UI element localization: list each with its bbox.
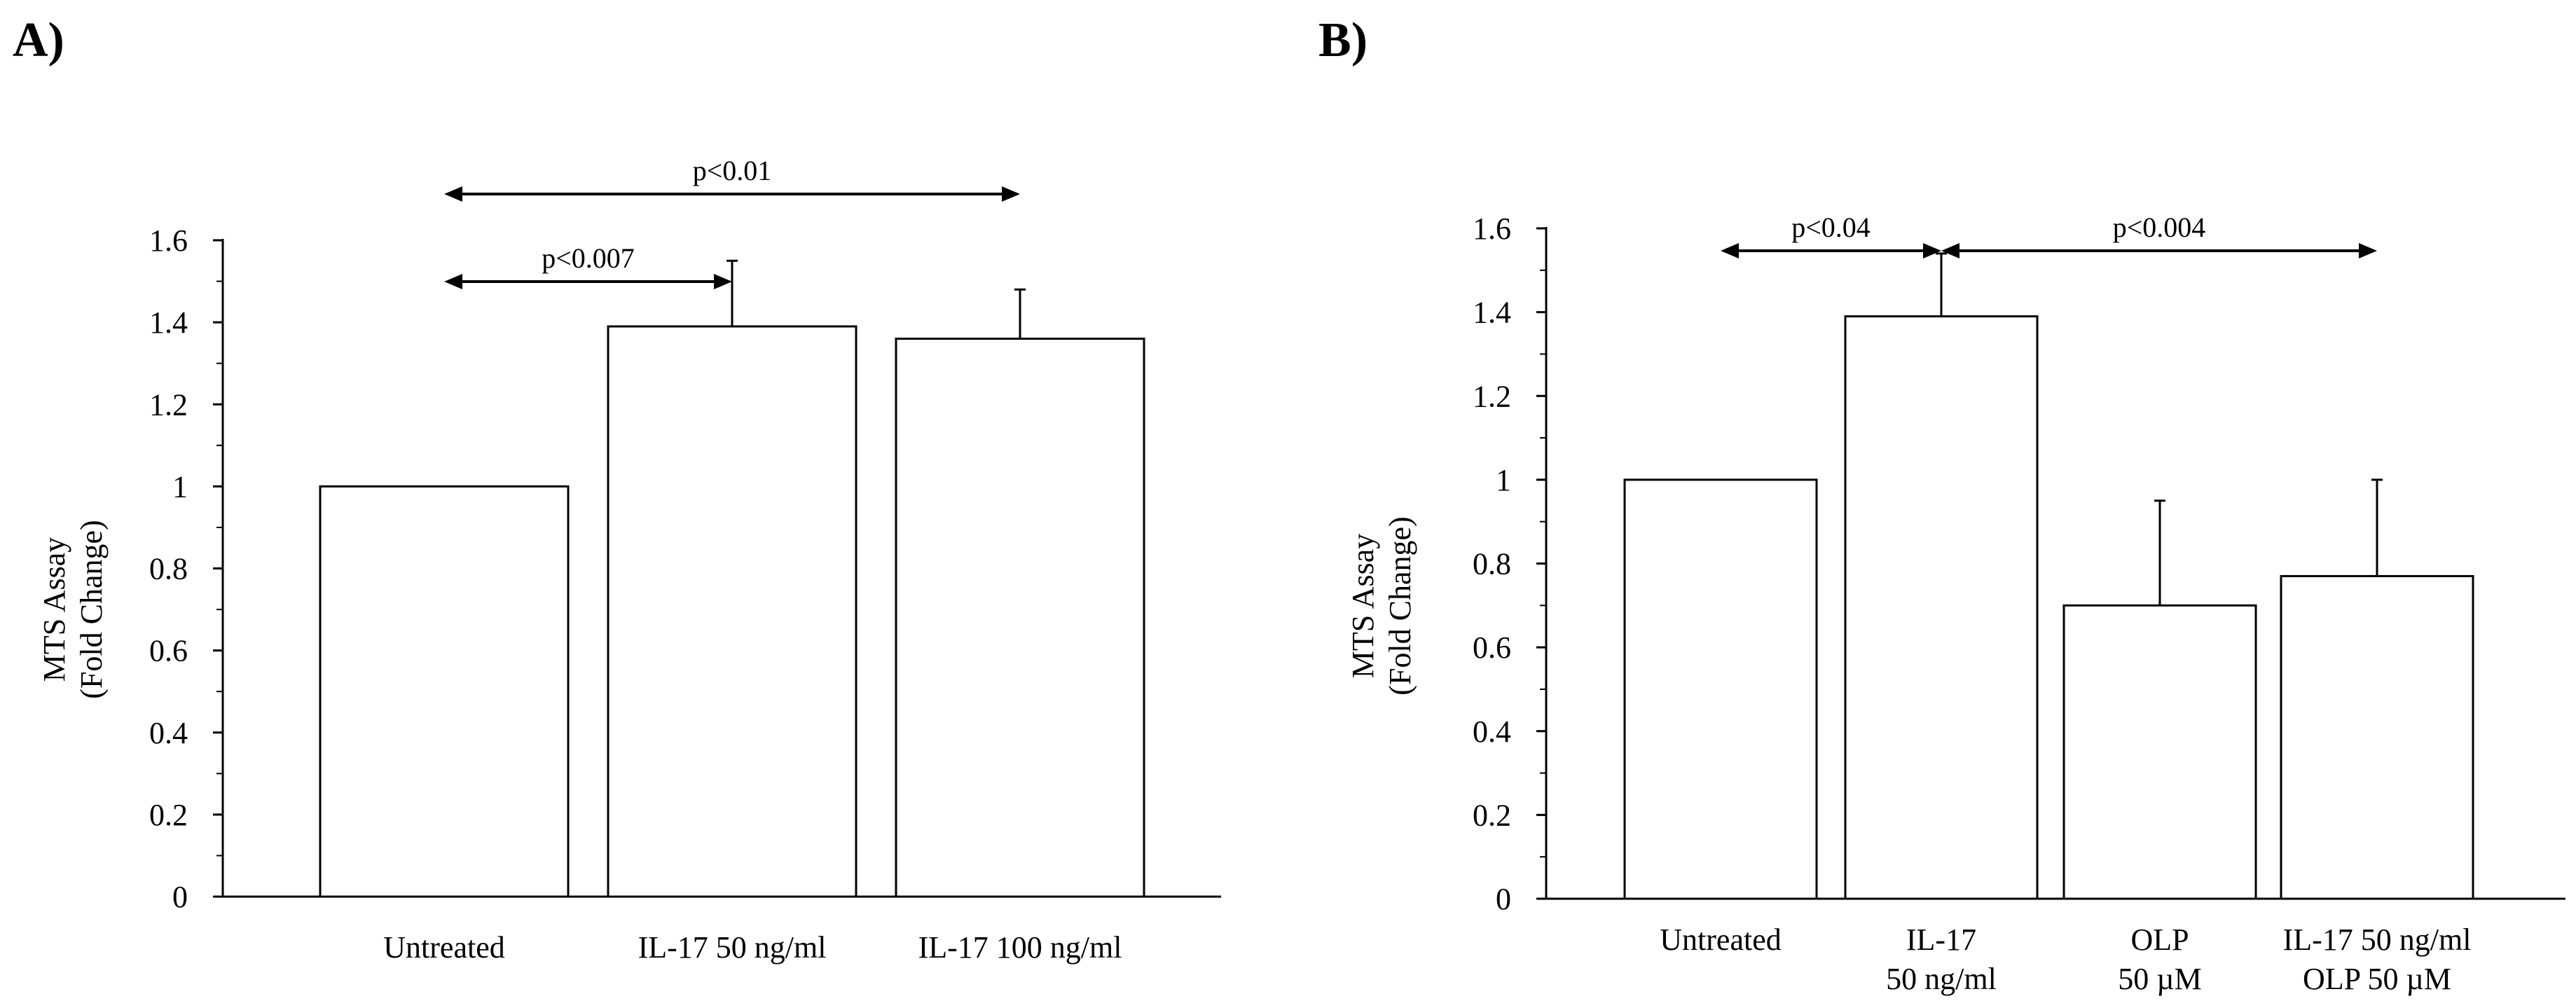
panel-a-y-tick-label: 1.6 <box>149 223 188 258</box>
panel-b-bar <box>2062 604 2257 900</box>
panel-a-bar <box>607 325 857 898</box>
panel-b-y-tick-label: 1.4 <box>1473 296 1511 330</box>
panel-a-arrow-left-icon <box>444 274 462 289</box>
panel-b-label: B) <box>1318 13 1368 67</box>
panel-a-y-tick-label: 0.4 <box>149 716 188 750</box>
panel-b-category-label: 50 µM <box>2118 962 2201 996</box>
panel-b-category-label: OLP <box>2130 923 2189 957</box>
panel-a-arrow-left-icon <box>444 186 462 202</box>
panel-b-category-label: OLP 50 µM <box>2303 962 2451 996</box>
panel-b-bar <box>2280 574 2474 900</box>
panel-b-y-tick-label: 0.8 <box>1473 547 1511 581</box>
panel-b-category-label: IL-17 50 ng/ml <box>2283 923 2472 957</box>
panel-b-significance-label: p<0.004 <box>2113 212 2206 243</box>
panel-a-y-tick-label: 0.2 <box>149 798 188 832</box>
panel-b-arrow-left-icon <box>1941 243 1959 258</box>
panel-a-significance-label: p<0.01 <box>693 155 772 186</box>
panel-b-y-tick-label: 1 <box>1496 463 1511 497</box>
panel-b: B) MTS Assay (Fold Change) 0 0.2 0.4 0.6 0.8… <box>1318 13 2565 996</box>
panel-b-y-tick-label: 1.2 <box>1473 379 1511 413</box>
panel-b-category-label: IL-17 <box>1906 923 1976 957</box>
panel-b-bar <box>1844 315 2039 900</box>
panel-a-bar <box>319 485 570 898</box>
panel-a-plot: 0 0.2 0.4 0.6 0.8 1 1.2 1.4 1.6 Untreated IL-17 50… <box>149 155 1221 965</box>
panel-b-arrow-right-icon <box>2359 243 2377 258</box>
panel-a-y-tick-label: 1.4 <box>149 305 188 340</box>
panel-b-plot: 0 0.2 0.4 0.6 0.8 1 1.2 1.4 1.6 Untreated IL-17 50 … <box>1473 212 2565 996</box>
panel-a-y-tick-label: 0.6 <box>149 634 188 668</box>
panel-a-significance-label: p<0.007 <box>542 242 635 274</box>
panel-a-y-tick-label: 0 <box>172 880 188 914</box>
panel-b-ylabel-line1: MTS Assay <box>1346 534 1380 679</box>
panel-a-ylabel-line1: MTS Assay <box>37 537 71 682</box>
panel-a-y-tick-label: 1 <box>172 469 188 504</box>
panel-a-bar <box>895 338 1145 898</box>
panel-b-arrow-left-icon <box>1721 243 1739 258</box>
panel-b-y-tick-label: 0 <box>1496 882 1511 916</box>
panel-a-category-label: IL-17 50 ng/ml <box>638 930 827 965</box>
panel-b-category-label: 50 ng/ml <box>1886 962 1997 996</box>
panel-b-y-tick-label: 0.6 <box>1473 630 1511 665</box>
panel-b-y-tick-label: 1.6 <box>1473 212 1511 246</box>
panel-b-significance-label: p<0.04 <box>1791 212 1871 243</box>
panel-b-arrow-right-icon <box>1923 243 1941 258</box>
panel-b-y-tick-label: 0.4 <box>1473 714 1511 749</box>
panel-b-category-label: Untreated <box>1660 923 1781 957</box>
panel-a-category-label: IL-17 100 ng/ml <box>918 930 1122 965</box>
panel-a: A) MTS Assay (Fold Change) 0 0.2 0.4 0.6 0.8… <box>13 13 1221 965</box>
panel-b-bar <box>1623 478 1818 900</box>
panel-a-y-tick-label: 0.8 <box>149 552 188 586</box>
panel-a-label: A) <box>13 13 64 67</box>
panel-a-y-tick-label: 1.2 <box>149 387 188 422</box>
panel-b-ylabel-line2: (Fold Change) <box>1383 516 1417 695</box>
panel-a-ylabel-line2: (Fold Change) <box>74 520 109 698</box>
panel-a-arrow-right-icon <box>1002 186 1020 202</box>
panel-a-arrow-right-icon <box>714 274 732 289</box>
panel-b-y-tick-label: 0.2 <box>1473 798 1511 832</box>
panel-a-category-label: Untreated <box>383 930 504 965</box>
